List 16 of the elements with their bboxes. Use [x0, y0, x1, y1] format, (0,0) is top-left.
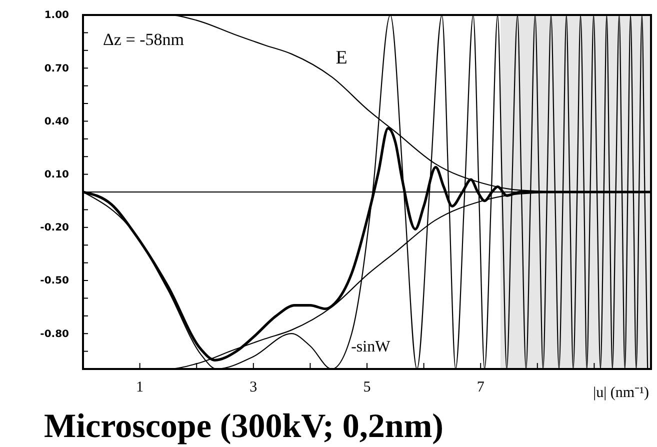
y-tick-label: 0.10	[44, 170, 70, 180]
y-tick-label: 0.70	[44, 63, 70, 74]
y-tick-label: 0.40	[44, 116, 70, 128]
x-tick-label: 7	[476, 380, 485, 396]
x-tick-label: 3	[250, 380, 258, 396]
y-tick-label: -0.20	[40, 222, 70, 234]
x-tick-label: 5	[363, 380, 371, 396]
y-tick-label: 1.00	[44, 10, 70, 22]
y-tick-label: -0.80	[40, 328, 70, 340]
annotation: Δz = -58nm	[103, 30, 184, 49]
x-tick-label: 1	[136, 380, 144, 396]
x-axis-title: |u| (nm⁻¹)	[593, 385, 649, 401]
text: Microscope (300kV; 0,2nm)	[44, 408, 444, 445]
series-label: -sinW	[351, 338, 392, 356]
y-tick-label: -0.50	[40, 276, 70, 287]
series-label: E	[336, 48, 348, 69]
